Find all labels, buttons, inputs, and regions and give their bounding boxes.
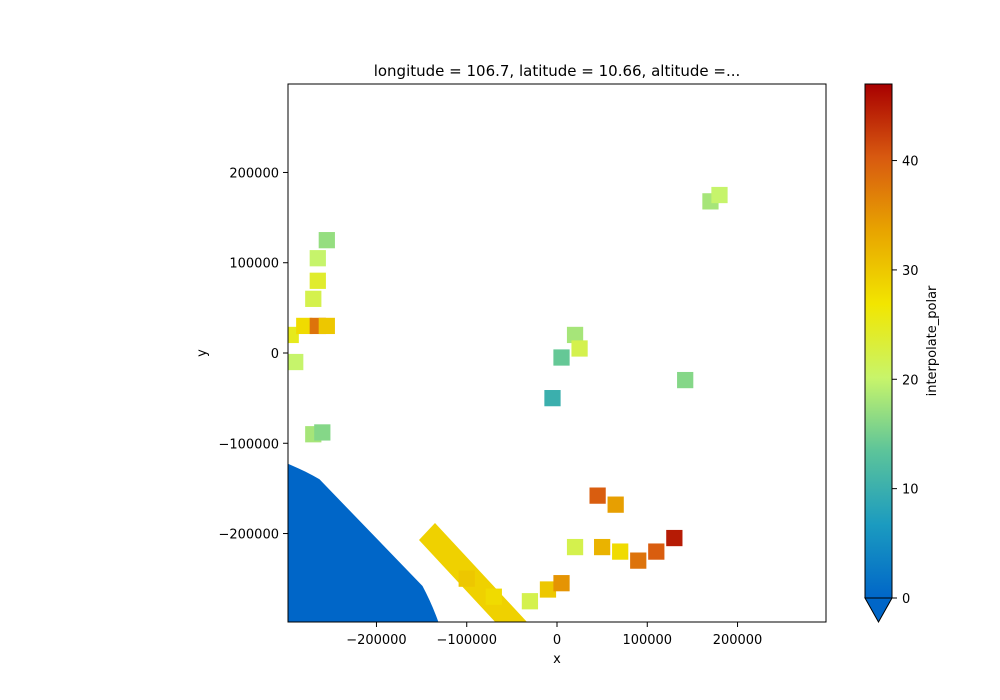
colorbar-tick-label: 0 bbox=[902, 592, 910, 607]
chart-title: longitude = 106.7, latitude = 10.66, alt… bbox=[374, 62, 741, 80]
echo-layer bbox=[288, 186, 728, 610]
echo-cell bbox=[594, 538, 611, 556]
echo-cell bbox=[589, 487, 606, 504]
y-tick-label: 200000 bbox=[229, 166, 279, 181]
echo-cell bbox=[711, 186, 728, 204]
echo-cell bbox=[607, 496, 624, 513]
x-tick-label: 200000 bbox=[713, 633, 763, 648]
y-tick-label: −100000 bbox=[218, 437, 279, 452]
echo-cell bbox=[521, 593, 539, 610]
y-axis-label: y bbox=[195, 349, 210, 357]
echo-cell bbox=[666, 529, 683, 547]
echo-cell bbox=[288, 353, 304, 371]
plot-area bbox=[288, 84, 728, 622]
echo-cell bbox=[553, 575, 570, 592]
echo-cell bbox=[630, 552, 647, 569]
x-tick-label: 100000 bbox=[622, 633, 672, 648]
x-tick-label: −200000 bbox=[346, 633, 407, 648]
colorbar-frame bbox=[864, 83, 893, 599]
y-axis: −200000 −100000 0 100000 200000 bbox=[218, 166, 288, 543]
colorbar-tick-label: 40 bbox=[902, 155, 919, 170]
echo-cell bbox=[571, 340, 588, 357]
echo-cell bbox=[318, 232, 335, 249]
x-tick-label: −100000 bbox=[436, 633, 497, 648]
echo-cell bbox=[648, 543, 665, 560]
x-axis: −200000 −100000 0 100000 200000 bbox=[346, 622, 762, 648]
colorbar-extend-min bbox=[864, 597, 893, 624]
y-tick-label: 100000 bbox=[229, 257, 279, 272]
echo-cell bbox=[677, 371, 694, 389]
colorbar-tick-label: 20 bbox=[902, 373, 919, 388]
y-tick-label: 0 bbox=[271, 347, 279, 362]
y-tick-label: −200000 bbox=[218, 528, 279, 543]
echo-cell bbox=[553, 349, 570, 366]
echo-cell bbox=[288, 326, 299, 344]
echo-cell bbox=[309, 272, 326, 289]
colorbar-gradient bbox=[865, 84, 892, 598]
echo-cell bbox=[539, 581, 557, 598]
echo-cell bbox=[458, 570, 475, 587]
echo-cell bbox=[544, 390, 561, 407]
colorbar-label: interpolate_polar bbox=[925, 285, 940, 396]
x-tick-label: 0 bbox=[553, 633, 561, 648]
x-axis-label: x bbox=[553, 652, 561, 667]
radar-coverage bbox=[288, 463, 439, 622]
echo-cell bbox=[612, 543, 629, 560]
colorbar-tick-label: 30 bbox=[902, 264, 919, 279]
echo-cell bbox=[566, 326, 584, 344]
echo-cell bbox=[566, 538, 584, 556]
colorbar: 0 10 20 30 40 interpolate_polar bbox=[864, 83, 940, 624]
echo-cell bbox=[305, 290, 322, 307]
echo-cell bbox=[485, 588, 502, 605]
echo-cell bbox=[314, 424, 331, 441]
echo-cell bbox=[318, 317, 335, 335]
echo-cell bbox=[296, 317, 313, 335]
colorbar-tick-label: 10 bbox=[902, 483, 919, 498]
echo-cell bbox=[309, 250, 326, 267]
